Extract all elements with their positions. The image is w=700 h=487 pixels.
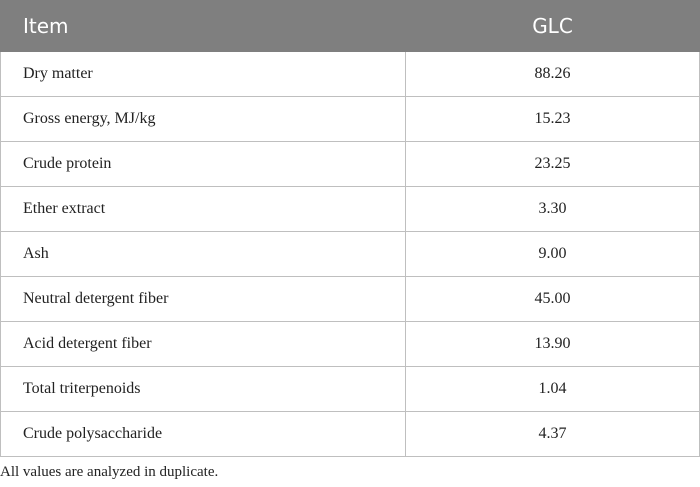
value-cell: 9.00 — [405, 231, 700, 277]
table-row: Gross energy, MJ/kg 15.23 — [0, 96, 700, 142]
table-row: Neutral detergent fiber 45.00 — [0, 276, 700, 322]
table-row: Acid detergent fiber 13.90 — [0, 321, 700, 367]
item-cell: Crude polysaccharide — [0, 411, 406, 457]
footnote: All values are analyzed in duplicate. — [0, 464, 219, 480]
value-cell: 13.90 — [405, 321, 700, 367]
table-row: Total triterpenoids 1.04 — [0, 366, 700, 412]
header-cell: Item — [0, 0, 406, 52]
item-cell: Acid detergent fiber — [0, 321, 406, 367]
value-cell: 45.00 — [405, 276, 700, 322]
table-row: Dry matter 88.26 — [0, 51, 700, 97]
header-cell: GLC — [405, 0, 700, 52]
value-cell: 4.37 — [405, 411, 700, 457]
item-cell: Neutral detergent fiber — [0, 276, 406, 322]
table-row: Ether extract 3.30 — [0, 186, 700, 232]
value-cell: 15.23 — [405, 96, 700, 142]
value-cell: 23.25 — [405, 141, 700, 187]
item-cell: Gross energy, MJ/kg — [0, 96, 406, 142]
value-cell: 3.30 — [405, 186, 700, 232]
value-cell: 88.26 — [405, 51, 700, 97]
table-header: Item GLC — [0, 0, 700, 52]
header-row: Item GLC — [0, 0, 700, 52]
item-cell: Dry matter — [0, 51, 406, 97]
table-body: Dry matter 88.26 Gross energy, MJ/kg 15.23 C… — [0, 51, 700, 457]
table-row: Crude polysaccharide 4.37 — [0, 411, 700, 457]
table-row: Crude protein 23.25 — [0, 141, 700, 187]
data-table: Item GLC Dry matter 88.26 Gross energy, MJ… — [0, 0, 700, 457]
item-cell: Ether extract — [0, 186, 406, 232]
item-cell: Crude protein — [0, 141, 406, 187]
value-cell: 1.04 — [405, 366, 700, 412]
item-cell: Ash — [0, 231, 406, 277]
table-row: Ash 9.00 — [0, 231, 700, 277]
item-cell: Total triterpenoids — [0, 366, 406, 412]
